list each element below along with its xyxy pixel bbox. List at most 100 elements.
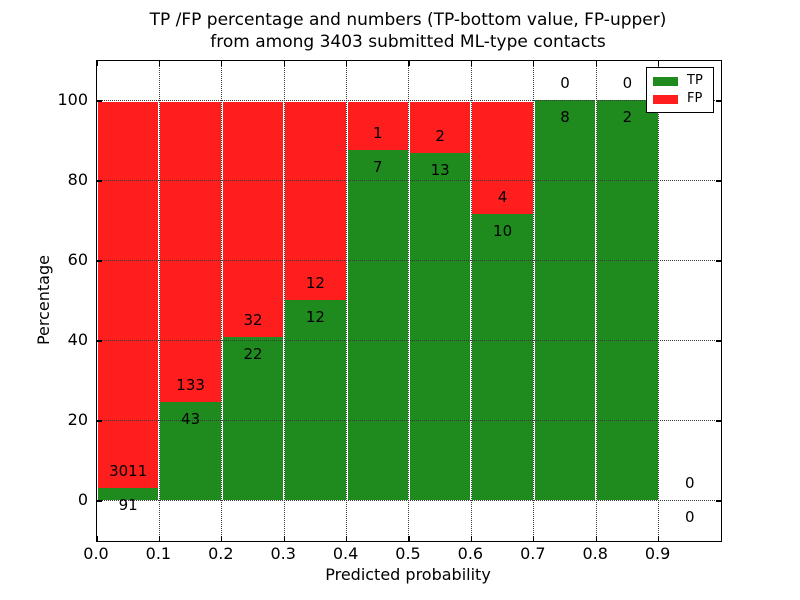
x-tick-mark-top bbox=[158, 61, 161, 66]
x-tick-label: 0.2 bbox=[208, 544, 234, 563]
x-tick-mark bbox=[283, 536, 285, 541]
fp-count-label: 0 bbox=[685, 473, 695, 492]
x-tick-label: 0.6 bbox=[457, 544, 484, 563]
tp-count-label: 7 bbox=[373, 158, 383, 176]
x-tick-mark bbox=[221, 536, 223, 541]
bar-segment-tp bbox=[410, 153, 471, 500]
stacked-bar bbox=[159, 101, 222, 501]
gridline-vertical bbox=[221, 61, 223, 541]
bar-segment-fp bbox=[222, 102, 284, 340]
legend-entry-fp: FP bbox=[653, 92, 707, 106]
legend: TP FP bbox=[646, 67, 714, 113]
stacked-bar bbox=[533, 100, 597, 501]
fp-count-label: 0 bbox=[622, 73, 633, 92]
legend-label-tp: TP bbox=[687, 73, 703, 88]
x-tick-mark bbox=[96, 536, 98, 541]
y-axis-label: Percentage bbox=[34, 255, 53, 346]
x-tick-mark bbox=[533, 536, 535, 541]
x-tick-mark bbox=[657, 536, 660, 541]
x-tick-mark bbox=[595, 536, 597, 541]
bar-segment-fp bbox=[160, 102, 221, 405]
x-tick-label: 0.8 bbox=[582, 544, 608, 563]
y-tick-mark-right bbox=[716, 180, 721, 182]
y-tick-mark bbox=[97, 420, 102, 422]
tp-count-label: 0 bbox=[685, 508, 695, 526]
x-tick-label: 0.9 bbox=[644, 544, 671, 563]
legend-swatch-fp bbox=[653, 94, 678, 104]
gridline-vertical bbox=[345, 61, 347, 541]
bar-segment-tp bbox=[285, 300, 346, 500]
x-tick-mark-top bbox=[657, 61, 660, 66]
tp-count-label: 12 bbox=[305, 308, 325, 326]
x-tick-mark-top bbox=[470, 61, 473, 66]
y-tick-mark-right bbox=[716, 100, 721, 102]
plot-area: 3011 91 133 43 32 22 12 12 1 7 2 13 4 10 0 8 0 2 0 0 bbox=[96, 60, 722, 542]
x-tick-label: 0.5 bbox=[395, 544, 421, 563]
stacked-bar bbox=[284, 101, 347, 501]
y-tick-mark bbox=[97, 100, 102, 102]
y-tick-mark bbox=[97, 260, 102, 262]
tp-count-label: 8 bbox=[560, 108, 570, 126]
bar-segment-tp bbox=[160, 402, 221, 500]
fp-count-label: 133 bbox=[176, 375, 205, 394]
legend-swatch-tp bbox=[653, 76, 678, 86]
bar-segment-tp bbox=[222, 337, 284, 500]
x-tick-mark-top bbox=[221, 61, 223, 66]
y-tick-label: 80 bbox=[67, 170, 88, 189]
y-tick-label: 20 bbox=[67, 410, 88, 429]
tp-count-label: 91 bbox=[118, 496, 138, 515]
x-axis-label: Predicted probability bbox=[325, 565, 491, 584]
tp-count-label: 43 bbox=[181, 410, 201, 429]
fp-count-label: 12 bbox=[305, 273, 325, 292]
x-tick-label: 0.1 bbox=[145, 544, 172, 563]
y-tick-mark bbox=[97, 500, 102, 502]
x-tick-mark bbox=[345, 536, 348, 541]
bar-segment-tp bbox=[534, 100, 596, 500]
fp-count-label: 3011 bbox=[109, 461, 148, 480]
fp-count-label: 0 bbox=[560, 73, 570, 92]
tp-count-label: 13 bbox=[430, 161, 450, 180]
gridline-vertical bbox=[595, 61, 597, 541]
stacked-bar bbox=[596, 100, 659, 501]
x-tick-mark-top bbox=[345, 61, 348, 66]
stacked-bar bbox=[221, 101, 285, 501]
y-tick-mark bbox=[97, 180, 102, 182]
x-tick-mark-top bbox=[533, 61, 535, 66]
y-tick-label: 60 bbox=[67, 250, 88, 269]
y-tick-label: 0 bbox=[77, 490, 88, 509]
stacked-bar bbox=[97, 101, 160, 501]
stacked-bar bbox=[471, 101, 534, 501]
legend-entry-tp: TP bbox=[653, 74, 707, 88]
x-tick-mark-top bbox=[595, 61, 597, 66]
stacked-bar bbox=[346, 101, 409, 501]
x-tick-mark-top bbox=[408, 61, 410, 66]
gridline-vertical bbox=[657, 61, 659, 541]
x-tick-label: 0.0 bbox=[83, 544, 109, 563]
x-tick-mark bbox=[158, 536, 161, 541]
bar-segment-tp bbox=[347, 150, 408, 500]
y-tick-mark-right bbox=[716, 420, 721, 422]
bar-segment-fp bbox=[285, 102, 346, 302]
y-tick-label: 100 bbox=[57, 90, 88, 109]
gridline-vertical bbox=[283, 61, 285, 541]
fp-count-label: 32 bbox=[243, 310, 263, 329]
tp-count-label: 22 bbox=[243, 345, 263, 364]
bar-segment-tp bbox=[472, 214, 533, 500]
tp-count-label: 2 bbox=[622, 108, 633, 126]
x-tick-mark bbox=[470, 536, 473, 541]
fp-count-label: 1 bbox=[373, 123, 383, 142]
x-tick-label: 0.7 bbox=[520, 544, 546, 563]
legend-label-fp: FP bbox=[687, 91, 703, 106]
chart-title: TP /FP percentage and numbers (TP-bottom… bbox=[0, 9, 800, 53]
y-tick-mark bbox=[97, 340, 102, 342]
gridline-vertical bbox=[158, 61, 160, 541]
gridline-vertical bbox=[470, 61, 472, 541]
y-tick-label: 40 bbox=[67, 330, 88, 349]
gridline-vertical bbox=[408, 61, 410, 541]
y-tick-mark-right bbox=[716, 260, 721, 262]
bar-segment-tp bbox=[98, 488, 159, 500]
x-tick-label: 0.4 bbox=[332, 544, 359, 563]
fp-count-label: 2 bbox=[435, 126, 445, 145]
bar-segment-tp bbox=[597, 100, 658, 500]
